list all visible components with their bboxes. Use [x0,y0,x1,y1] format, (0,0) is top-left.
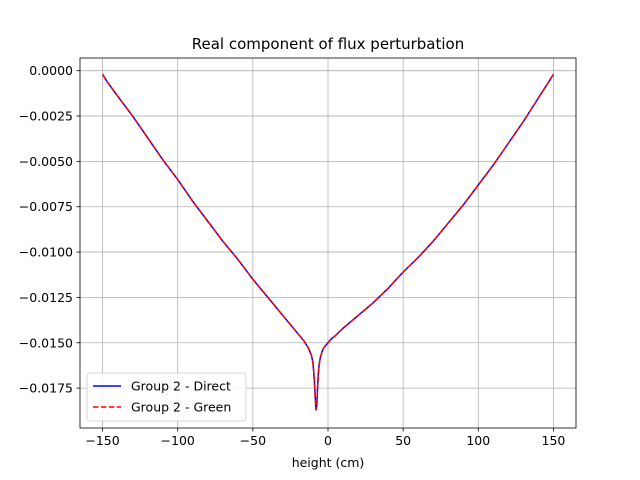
x-tick-label: 150 [542,433,566,448]
x-axis-label: height (cm) [292,455,365,470]
y-tick-label: −0.0050 [19,154,73,169]
x-tick-label: −150 [85,433,119,448]
x-tick-label: 0 [324,433,332,448]
x-axis-ticks: −150 −100 −50 0 50 100 150 [85,428,565,448]
x-tick-label: 50 [395,433,411,448]
legend-label-1: Group 2 - Direct [131,379,231,394]
x-tick-label: 100 [466,433,490,448]
x-tick-label: −100 [161,433,195,448]
y-tick-label: −0.0125 [19,290,73,305]
x-tick-label: −50 [240,433,266,448]
y-tick-label: −0.0075 [19,199,73,214]
y-tick-label: −0.0175 [19,381,73,396]
series-line-2 [101,73,555,411]
legend-box [86,372,247,422]
legend-label-2: Group 2 - Green [131,400,231,415]
y-tick-label: −0.0025 [19,109,73,124]
chart-title: Real component of flux perturbation [192,35,464,53]
legend: Group 2 - Direct Group 2 - Green [86,372,247,422]
y-tick-label: −0.0150 [19,335,73,350]
y-tick-label: −0.0100 [19,245,73,260]
y-axis-ticks: 0.0000 −0.0025 −0.0050 −0.0075 −0.0100 −0.012… [19,63,80,396]
y-tick-label: 0.0000 [29,63,73,78]
plot-lines [101,73,555,411]
